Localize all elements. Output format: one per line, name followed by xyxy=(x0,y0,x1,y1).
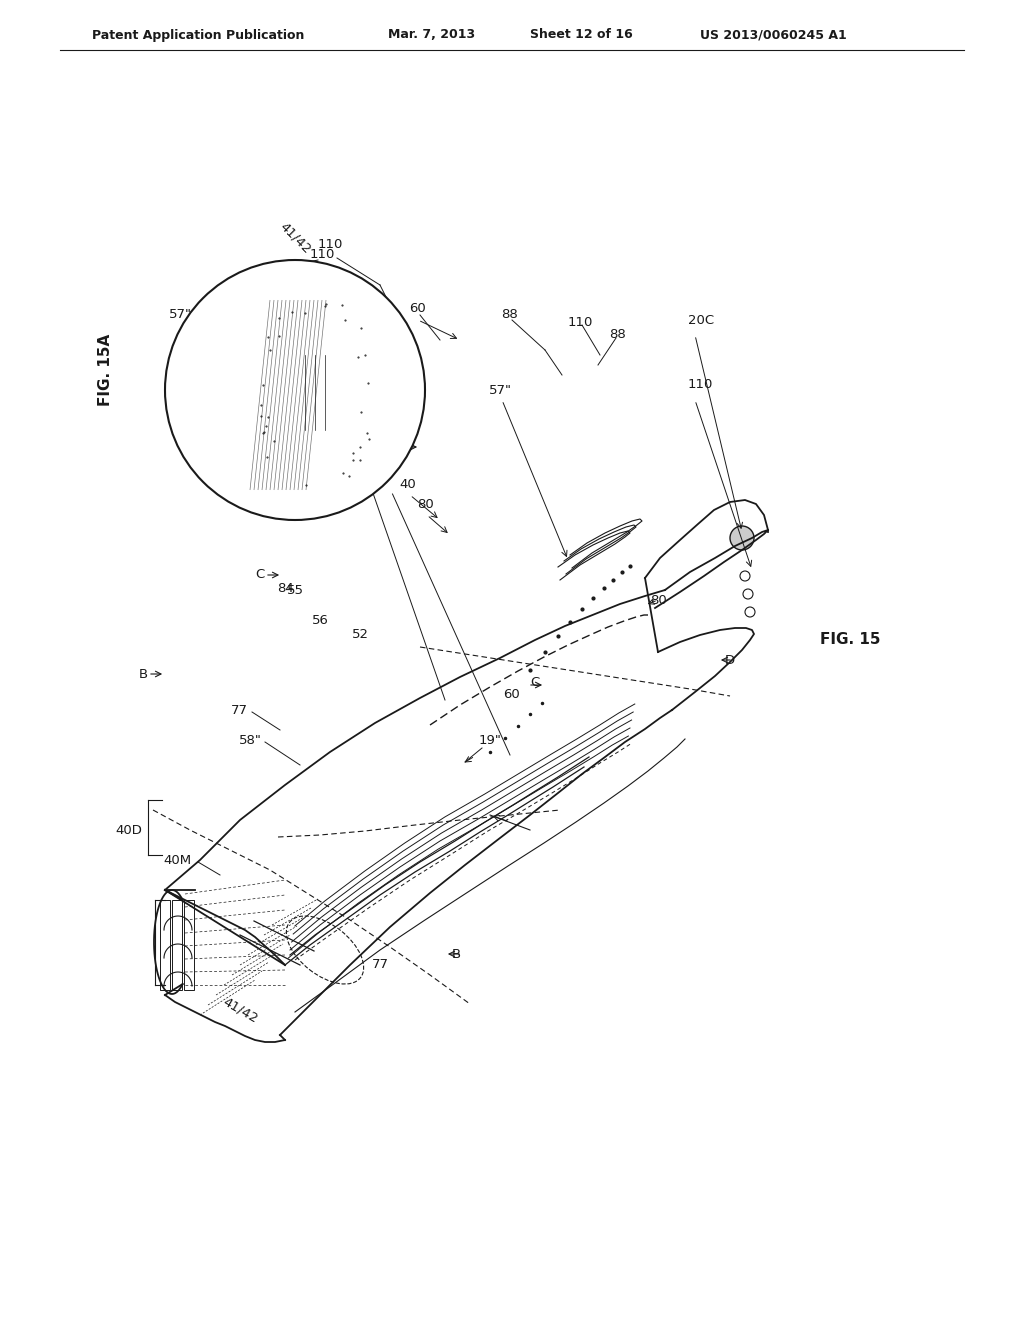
Text: 52: 52 xyxy=(351,628,369,642)
Bar xyxy=(160,900,170,990)
Text: 19": 19" xyxy=(478,734,502,747)
Text: 20C: 20C xyxy=(688,314,714,326)
Text: Mar. 7, 2013: Mar. 7, 2013 xyxy=(388,29,475,41)
Text: 60: 60 xyxy=(410,301,426,314)
Text: 40: 40 xyxy=(399,479,417,491)
Text: 110: 110 xyxy=(688,378,714,391)
Text: D: D xyxy=(725,653,735,667)
Text: FIG. 15: FIG. 15 xyxy=(820,632,881,648)
Text: 40D: 40D xyxy=(115,824,142,837)
Text: 57": 57" xyxy=(488,384,512,396)
Text: C: C xyxy=(530,676,540,689)
Text: 110: 110 xyxy=(317,239,343,252)
Text: 57": 57" xyxy=(169,309,193,322)
Text: FIG. 15A: FIG. 15A xyxy=(97,334,113,407)
Text: 60: 60 xyxy=(503,689,520,701)
Text: 77: 77 xyxy=(231,704,248,717)
Bar xyxy=(184,900,194,990)
Text: 88: 88 xyxy=(502,309,518,322)
Text: 41/42: 41/42 xyxy=(220,995,260,1026)
Text: 40M: 40M xyxy=(220,436,248,449)
Circle shape xyxy=(730,525,754,550)
Circle shape xyxy=(165,260,425,520)
Text: 80: 80 xyxy=(417,499,433,511)
Text: 112: 112 xyxy=(355,421,381,433)
Text: 40M: 40M xyxy=(164,854,193,866)
Text: 110: 110 xyxy=(567,315,593,329)
Text: 56: 56 xyxy=(311,614,329,627)
Text: 88: 88 xyxy=(609,329,627,342)
Text: 80: 80 xyxy=(650,594,667,606)
Text: US 2013/0060245 A1: US 2013/0060245 A1 xyxy=(700,29,847,41)
Text: 58": 58" xyxy=(240,734,262,747)
Text: 110: 110 xyxy=(310,248,336,261)
Text: B: B xyxy=(139,668,148,681)
Text: B: B xyxy=(452,948,461,961)
Text: 55: 55 xyxy=(287,583,303,597)
Bar xyxy=(172,900,182,990)
Text: C: C xyxy=(256,569,265,582)
Text: 84: 84 xyxy=(276,582,293,594)
Text: D: D xyxy=(390,433,400,446)
Text: Sheet 12 of 16: Sheet 12 of 16 xyxy=(530,29,633,41)
Text: 77: 77 xyxy=(372,957,388,970)
Text: 80: 80 xyxy=(202,322,218,335)
Text: 41/42: 41/42 xyxy=(276,220,313,256)
Text: Patent Application Publication: Patent Application Publication xyxy=(92,29,304,41)
Text: 88: 88 xyxy=(191,315,208,329)
